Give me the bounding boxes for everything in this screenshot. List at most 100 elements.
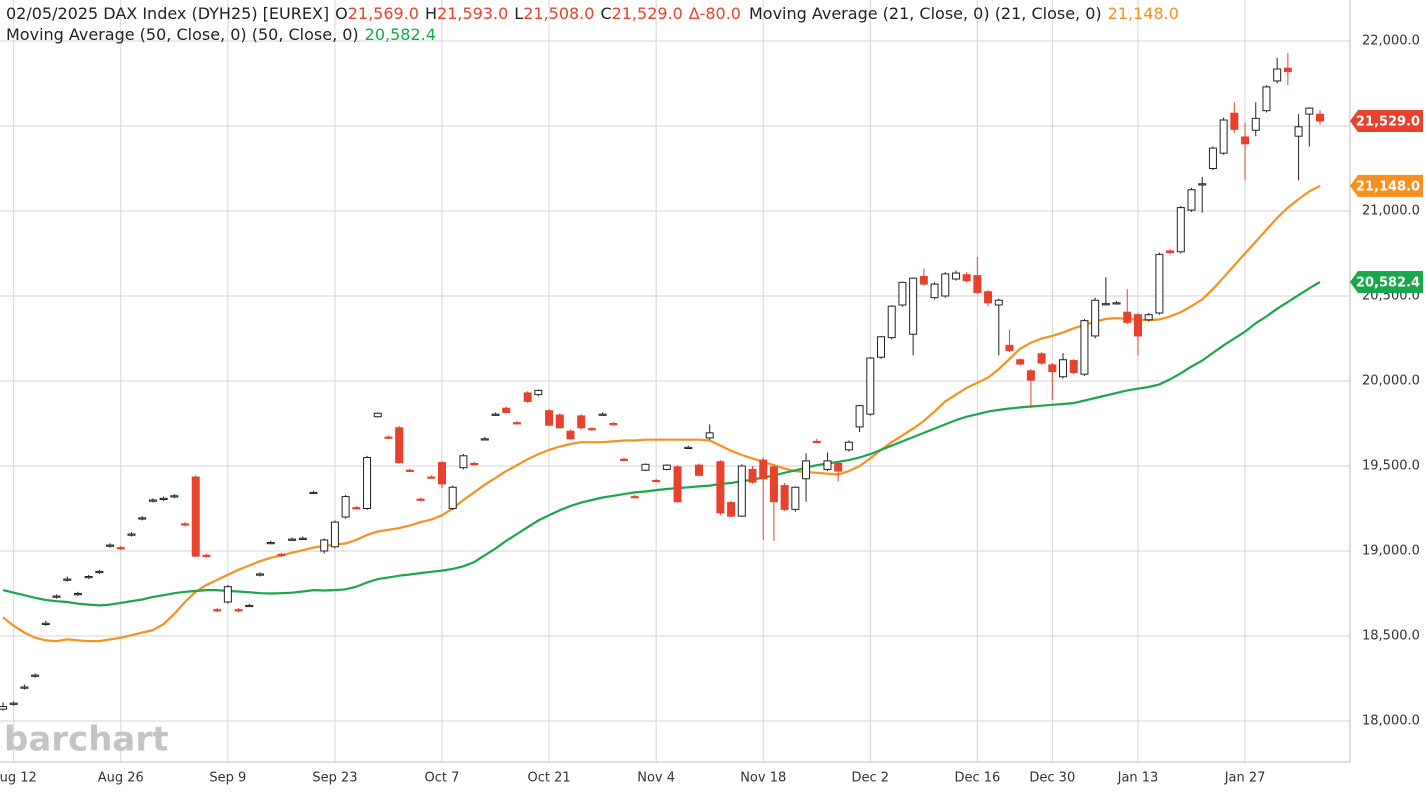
candle-body <box>0 706 7 710</box>
candle-body <box>1230 112 1239 130</box>
candle-body <box>352 507 361 510</box>
candle-body <box>1048 364 1057 373</box>
candle-body <box>598 413 607 416</box>
candle-body <box>181 523 190 526</box>
legend-change: ∆-80.0 <box>688 4 741 23</box>
candle-body <box>245 604 254 608</box>
candle-body <box>1187 189 1196 211</box>
candle-body <box>1251 117 1260 131</box>
legend-prefix: O <box>335 4 348 23</box>
candle-body <box>791 486 800 510</box>
candle-body <box>1316 113 1324 122</box>
x-tick-label: Jan 13 <box>1117 771 1159 786</box>
candle-body <box>1262 86 1271 112</box>
legend-value: 21,569.0 <box>348 4 419 23</box>
candle-body <box>930 283 939 299</box>
price-tag-label: 21,148.0 <box>1356 179 1420 194</box>
y-tick-label: 18,500.0 <box>1362 629 1420 644</box>
candle-body <box>1133 314 1142 337</box>
candle-body <box>170 495 179 498</box>
candle-body <box>919 275 928 285</box>
candle-body <box>234 609 243 612</box>
legend-series-name: Moving Average (21, Close, 0) (21, Close… <box>749 4 1102 23</box>
candle-body <box>1016 359 1025 365</box>
candle-body <box>106 544 115 547</box>
candle-body <box>587 428 596 431</box>
candle-body <box>844 441 853 451</box>
candle-body <box>1123 311 1132 323</box>
candle-body <box>705 432 714 439</box>
candle-body <box>759 459 768 480</box>
candle-body <box>255 573 264 576</box>
candle-body <box>330 521 339 548</box>
legend-value: 21,529.0 <box>612 4 683 23</box>
candle-body <box>1273 68 1282 82</box>
price-tag <box>1350 110 1423 133</box>
candle-body <box>748 468 757 483</box>
moving-average-line <box>2 281 1321 607</box>
candle-body <box>652 479 661 483</box>
candle-body <box>127 533 136 536</box>
y-tick-label: 19,500.0 <box>1362 459 1420 474</box>
candle-body <box>1144 314 1153 321</box>
candle-body <box>20 686 29 689</box>
x-tick-label: Sep 9 <box>209 771 246 786</box>
candle-body <box>877 336 885 358</box>
candle-body <box>941 273 950 297</box>
candle-body <box>502 407 511 413</box>
x-tick-label: Aug 12 <box>0 771 37 786</box>
candle-body <box>609 423 618 426</box>
candle-body <box>31 674 40 677</box>
legend-series-value: 21,148.0 <box>1108 4 1179 23</box>
candle-body <box>737 465 746 517</box>
candle-body <box>855 405 864 428</box>
y-tick-label: 22,000.0 <box>1362 33 1420 48</box>
candle-body <box>566 430 575 440</box>
candle-body <box>973 275 982 294</box>
candle-body <box>716 461 725 514</box>
x-tick-label: Oct 21 <box>527 771 570 786</box>
x-tick-label: Aug 26 <box>98 771 144 786</box>
legend-line: 02/05/2025 DAX Index (DYH25) [EUREX] O21,… <box>6 4 1179 23</box>
price-tag <box>1350 270 1423 293</box>
candle-body <box>116 547 125 550</box>
legend-value: 21,593.0 <box>437 4 508 23</box>
legend-series-value: 20,582.4 <box>365 25 436 44</box>
candle-body <box>909 277 918 335</box>
candle-body <box>373 412 382 418</box>
candle-body <box>63 578 72 581</box>
candle-body <box>1059 359 1068 378</box>
candle-body <box>802 460 811 480</box>
candle-body <box>148 499 157 502</box>
candle-body <box>694 464 703 476</box>
candle-body <box>630 496 639 499</box>
candle-body <box>84 576 93 579</box>
candle-body <box>1208 147 1217 169</box>
candle-body <box>1091 299 1100 337</box>
candle-body <box>834 462 843 472</box>
candle-body <box>448 486 457 510</box>
candle-body <box>1112 302 1121 305</box>
x-tick-label: Nov 4 <box>637 771 675 786</box>
candle-body <box>951 272 960 280</box>
candle-body <box>673 466 682 503</box>
candle-body <box>545 410 554 426</box>
price-tag <box>1350 174 1423 197</box>
candle-body <box>266 542 275 545</box>
candle-body <box>866 357 875 415</box>
candle-body <box>577 415 586 429</box>
candle-body <box>823 460 832 470</box>
candle-body <box>769 466 778 503</box>
candle-body <box>1198 183 1207 186</box>
candle-body <box>363 457 372 510</box>
x-tick-label: Jan 27 <box>1224 771 1266 786</box>
candle-body <box>1283 67 1292 73</box>
moving-average-line <box>2 184 1321 643</box>
candle-body <box>1037 353 1046 364</box>
candle-body <box>1005 344 1014 351</box>
candle-body <box>1166 250 1175 254</box>
y-tick-label: 21,000.0 <box>1362 203 1420 218</box>
candle-body <box>288 538 297 541</box>
